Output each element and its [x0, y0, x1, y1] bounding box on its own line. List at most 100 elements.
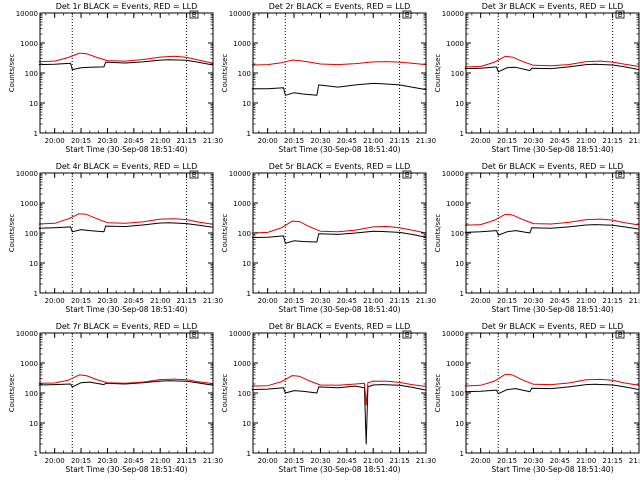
y-tick-label: 10000 — [16, 330, 38, 338]
x-axis-label: Start Time (30-Sep-08 18:51:40) — [66, 145, 188, 154]
y-tick-label: 1 — [460, 130, 464, 138]
x-tick-label: 20:45 — [124, 297, 144, 305]
marker-box — [615, 330, 625, 339]
x-tick-label: 20:15 — [284, 137, 304, 145]
x-tick-label: 20:45 — [550, 297, 570, 305]
x-tick-label: 20:15 — [497, 297, 517, 305]
y-axis-label: Counts/sec — [434, 54, 442, 93]
y-tick-label: 10000 — [442, 330, 464, 338]
series-line-lld — [464, 373, 640, 387]
x-tick-label: 20:15 — [71, 297, 91, 305]
series-line-events — [38, 380, 214, 388]
y-tick-label: 1000 — [233, 360, 251, 368]
x-tick-label: 20:00 — [471, 297, 491, 305]
series-line-events — [464, 224, 640, 236]
panel-title: Det 3r BLACK = Events, RED = LLD — [482, 2, 624, 11]
y-axis-label: Counts/sec — [434, 214, 442, 253]
x-axis-label: Start Time (30-Sep-08 18:51:40) — [279, 305, 401, 314]
x-tick-label: 20:45 — [124, 457, 144, 465]
panel-title: Det 1r BLACK = Events, RED = LLD — [56, 2, 198, 11]
x-axis-label: Start Time (30-Sep-08 18:51:40) — [492, 145, 614, 154]
y-tick-label: 1000 — [233, 200, 251, 208]
series-line-lld — [38, 374, 214, 385]
y-tick-label: 10000 — [229, 330, 251, 338]
x-tick-label: 21:00 — [150, 137, 170, 145]
x-tick-label: 20:30 — [523, 297, 543, 305]
series-line-events — [38, 59, 214, 71]
marker-label: E — [192, 331, 196, 339]
y-tick-label: 1000 — [233, 40, 251, 48]
x-tick-label: 20:30 — [310, 137, 330, 145]
x-tick-label: 20:45 — [337, 137, 357, 145]
y-axis-label: Counts/sec — [434, 374, 442, 413]
panel-title: Det 8r BLACK = Events, RED = LLD — [269, 322, 411, 331]
x-tick-label: 21:30 — [629, 137, 640, 145]
series-line-events — [38, 222, 214, 233]
x-tick-label: 21:00 — [150, 457, 170, 465]
y-tick-label: 1 — [34, 290, 38, 298]
series-line-lld — [251, 220, 427, 234]
x-tick-label: 20:00 — [471, 137, 491, 145]
x-tick-label: 20:00 — [258, 457, 278, 465]
series-line-events — [464, 383, 640, 395]
marker-label: E — [618, 171, 622, 179]
marker-label: E — [618, 11, 622, 19]
y-tick-label: 100 — [451, 230, 464, 238]
y-axis-label: Counts/sec — [221, 214, 229, 253]
x-tick-label: 21:00 — [150, 297, 170, 305]
y-tick-label: 1000 — [20, 40, 38, 48]
marker-box — [402, 170, 412, 179]
panel-title: Det 7r BLACK = Events, RED = LLD — [56, 322, 198, 331]
marker-box — [402, 330, 412, 339]
y-tick-label: 1000 — [446, 200, 464, 208]
y-tick-label: 10 — [29, 100, 38, 108]
panel-title: Det 6r BLACK = Events, RED = LLD — [482, 162, 624, 171]
y-axis-label: Counts/sec — [8, 54, 16, 93]
x-axis-label: Start Time (30-Sep-08 18:51:40) — [279, 145, 401, 154]
y-tick-label: 100 — [238, 230, 251, 238]
y-tick-label: 1 — [34, 130, 38, 138]
x-tick-label: 20:30 — [310, 457, 330, 465]
y-tick-label: 10000 — [229, 10, 251, 18]
x-tick-label: 20:15 — [71, 137, 91, 145]
marker-box — [615, 170, 625, 179]
marker-label: E — [618, 331, 622, 339]
y-tick-label: 10000 — [16, 170, 38, 178]
y-tick-label: 1 — [247, 450, 251, 458]
y-tick-label: 100 — [25, 230, 38, 238]
x-tick-label: 20:30 — [97, 137, 117, 145]
x-axis-label: Start Time (30-Sep-08 18:51:40) — [66, 465, 188, 474]
series-line-lld — [251, 375, 427, 406]
x-tick-label: 21:00 — [363, 457, 383, 465]
y-tick-label: 1 — [247, 290, 251, 298]
y-tick-label: 10000 — [442, 10, 464, 18]
y-tick-label: 1000 — [446, 40, 464, 48]
y-tick-label: 10000 — [442, 170, 464, 178]
x-tick-label: 21:15 — [177, 137, 197, 145]
series-line-lld — [38, 52, 214, 64]
y-tick-label: 10 — [455, 100, 464, 108]
x-axis-label: Start Time (30-Sep-08 18:51:40) — [492, 465, 614, 474]
x-tick-label: 21:30 — [203, 137, 223, 145]
x-tick-label: 20:00 — [45, 137, 65, 145]
y-axis-label: Counts/sec — [221, 374, 229, 413]
x-tick-label: 21:15 — [177, 297, 197, 305]
y-tick-label: 1 — [460, 290, 464, 298]
x-tick-label: 20:15 — [284, 457, 304, 465]
marker-box — [189, 330, 199, 339]
x-tick-label: 21:15 — [390, 297, 410, 305]
x-tick-label: 20:00 — [258, 297, 278, 305]
x-tick-label: 20:30 — [97, 457, 117, 465]
x-tick-label: 20:30 — [523, 457, 543, 465]
x-tick-label: 20:45 — [550, 137, 570, 145]
x-tick-label: 20:45 — [337, 297, 357, 305]
series-line-lld — [38, 213, 214, 225]
y-tick-label: 10 — [455, 420, 464, 428]
